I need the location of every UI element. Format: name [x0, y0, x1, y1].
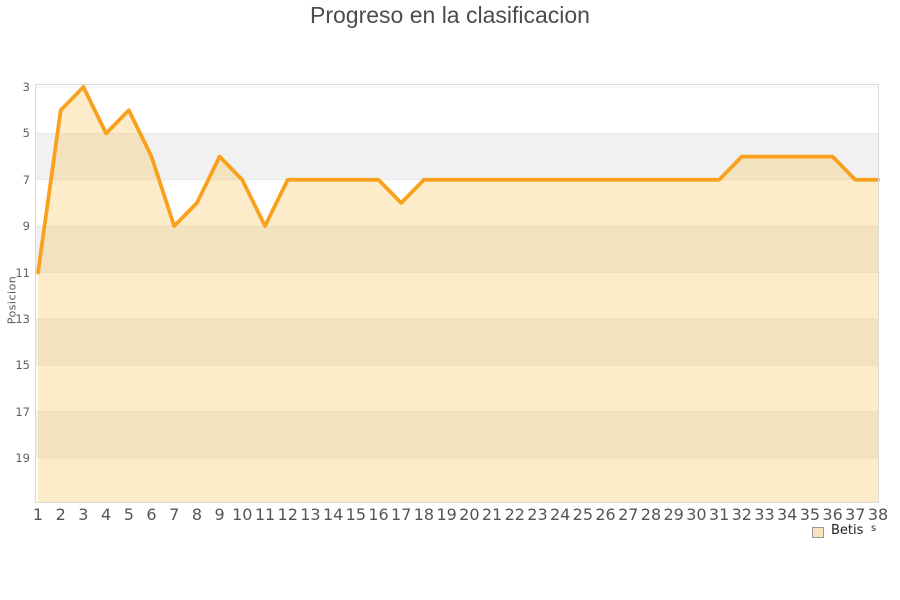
- x-tick-label: 30: [686, 505, 707, 524]
- plot-band: [35, 318, 879, 366]
- x-tick-label: 1: [32, 505, 44, 524]
- x-tick-label: 28: [640, 505, 662, 524]
- x-tick-label: 7: [169, 505, 180, 524]
- y-tick-label: 15: [15, 358, 30, 373]
- x-tick-label: 9: [214, 505, 225, 524]
- y-tick-label: 7: [22, 172, 30, 187]
- x-tick-label: 26: [595, 505, 616, 524]
- y-tick-label: 11: [15, 265, 30, 280]
- y-tick-label: 17: [15, 404, 30, 419]
- x-tick-label: 37: [845, 505, 866, 524]
- chart-title: Progreso en la clasificacion: [310, 2, 590, 28]
- x-tick-label: 21: [481, 505, 503, 524]
- y-tick-label: 19: [15, 451, 30, 465]
- x-tick-label: 17: [391, 505, 412, 524]
- x-tick-label: 32: [731, 505, 752, 524]
- legend-text-fragment: s: [871, 523, 877, 534]
- x-tick-label: 19: [436, 505, 457, 524]
- plot-border: [35, 84, 879, 503]
- x-tick-label: 5: [123, 505, 134, 524]
- x-tick-label: 27: [618, 505, 639, 524]
- x-tick-label: 35: [799, 505, 821, 524]
- x-tick-label: 12: [277, 505, 298, 524]
- x-tick-label: 2: [55, 505, 66, 524]
- x-tick-label: 3: [78, 505, 89, 524]
- plot-band: [35, 133, 879, 180]
- x-tick-label: 34: [777, 505, 798, 524]
- plot-band: [35, 226, 879, 273]
- x-tick-label: 24: [549, 505, 571, 524]
- x-tick-label: 13: [300, 505, 321, 524]
- x-tick-label: 11: [254, 505, 276, 524]
- y-tick-label: 9: [22, 219, 30, 234]
- series-line: [36, 85, 880, 275]
- x-tick-label: 4: [101, 505, 112, 524]
- legend-item-betis[interactable]: Betis: [812, 523, 863, 538]
- x-tick-label: 18: [413, 505, 435, 524]
- x-tick-label: 10: [232, 505, 253, 524]
- y-tick-label: 13: [15, 311, 30, 326]
- x-tick-label: 15: [345, 505, 366, 524]
- x-tick-label: 38: [867, 505, 889, 524]
- series-area-fill: [38, 87, 878, 503]
- legend-swatch: [812, 526, 824, 538]
- x-tick-label: 29: [663, 505, 684, 524]
- x-tick-label: 16: [368, 505, 389, 524]
- x-tick-label: 23: [527, 505, 548, 524]
- x-tick-label: 22: [504, 505, 525, 524]
- x-tick-label: 6: [146, 505, 157, 524]
- x-tick-label: 14: [322, 505, 344, 524]
- x-tick-label: 20: [459, 505, 480, 524]
- x-tick-label: 36: [822, 505, 843, 524]
- legend-label: Betis: [831, 523, 864, 538]
- x-tick-label: 25: [572, 505, 594, 524]
- x-tick-label: 8: [191, 505, 202, 524]
- y-tick-label: 3: [22, 80, 30, 94]
- x-tick-label: 33: [754, 505, 775, 524]
- x-tick-label: 31: [708, 505, 730, 524]
- plot-band: [35, 411, 879, 458]
- y-tick-label: 5: [22, 126, 30, 141]
